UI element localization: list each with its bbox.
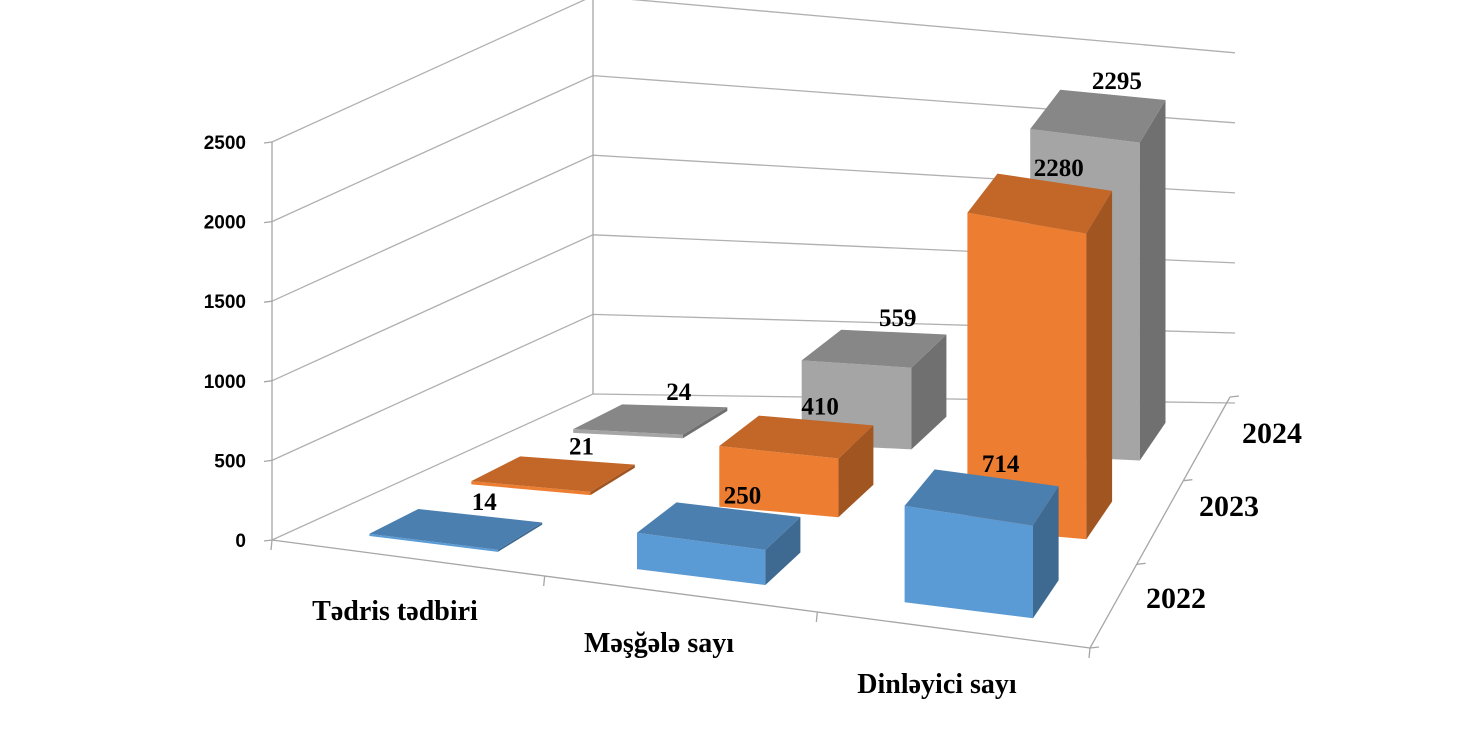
data-label: 410 [801,393,839,420]
bar-front-face [471,481,591,496]
data-label: 2295 [1092,68,1142,95]
y-tick-label: 0 [235,531,246,552]
bar-side-face [1086,190,1113,540]
data-label: 14 [472,489,498,516]
x-tick-mark [815,611,818,623]
y-tick-mark [263,300,273,303]
bar-side-face [911,334,947,450]
y-tick-mark [263,380,273,383]
bar-front-face [573,429,683,439]
bar-front-face [637,532,766,585]
y-tick-mark [263,141,273,144]
y-tick-mark [263,539,273,542]
series-label: 2022 [1146,582,1206,615]
bar-front-face [719,446,839,518]
bar-top-face [471,456,635,492]
bar-side-face [765,517,801,585]
bar-top-face [801,329,947,368]
bar [904,469,1059,619]
bar-side-face [1139,100,1166,461]
category-label: Dinləyici sayı [857,669,1017,700]
bar [637,502,801,585]
bar-front-face [904,505,1033,619]
bar-side-face [838,425,874,518]
series-label: 2024 [1242,417,1302,450]
depth-tick-mark [1089,646,1100,649]
data-label: 714 [982,451,1020,478]
depth-tick-mark [1136,562,1146,565]
depth-axis-line [1089,396,1231,649]
axes [263,0,1240,659]
y-tick-label: 500 [214,451,246,472]
bar-top-face [904,469,1059,526]
y-tick-label: 1000 [204,372,246,393]
bar-top-face [719,415,874,459]
data-label: 21 [569,433,594,460]
y-tick-mark [263,459,273,463]
bar-top-face [573,404,728,435]
y-tick-label: 1500 [204,292,246,313]
bar-side-face [590,464,635,496]
bar-top-face [369,509,543,550]
y-tick-mark [263,220,273,224]
labels: 0 500 1000 1500 2000 2500 Tədris tədbiri Məşğəl… [204,68,1302,700]
y-tick-label: 2000 [204,213,246,234]
bar [471,456,635,496]
category-label: Tədris tədbiri [312,596,478,627]
data-label: 250 [724,483,762,510]
bar-side-face [497,522,543,552]
depth-tick-mark [1229,395,1240,398]
data-label: 559 [879,305,917,332]
series-label: 2023 [1199,490,1259,523]
bar [369,509,543,552]
x-axis-line [271,539,1091,649]
depth-tick-mark [1183,479,1193,482]
bar-top-face [637,502,801,550]
gridline [271,0,1236,143]
bars [369,89,1166,619]
bar-top-face [1030,89,1166,143]
category-label: Məşğələ sayı [584,628,734,659]
data-label: 2280 [1034,155,1084,182]
bar-front-face [369,533,498,552]
bar-side-face [1033,486,1059,619]
x-tick-mark [543,575,546,587]
y-tick-label: 2500 [204,133,246,154]
bar-top-face [967,173,1113,234]
data-label: 24 [666,379,692,406]
bar-side-face [682,407,728,439]
bar [573,404,728,439]
x-tick-mark [270,539,273,551]
x-tick-mark [1088,647,1091,659]
bar [719,415,874,518]
bar-front-face [967,212,1087,540]
bar [967,173,1113,540]
